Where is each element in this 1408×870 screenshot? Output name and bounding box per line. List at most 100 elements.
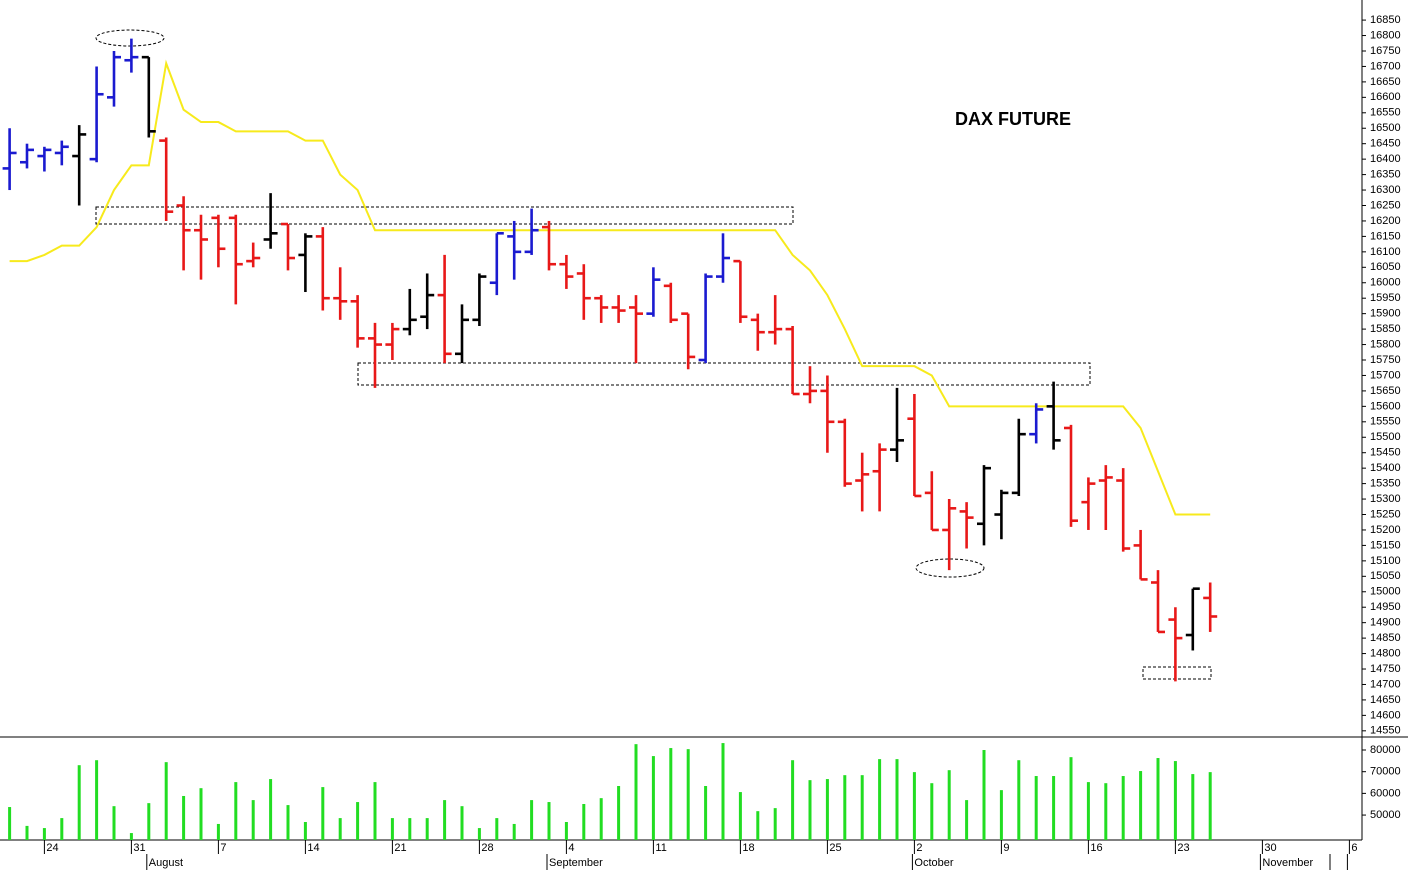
volume-bar — [791, 760, 795, 840]
y-tick-label: 16450 — [1370, 138, 1401, 150]
y-tick-label: 14800 — [1370, 647, 1401, 659]
volume-bar — [669, 748, 673, 840]
volume-bar — [947, 770, 951, 840]
volume-bar — [112, 806, 116, 840]
y-tick-label: 14600 — [1370, 709, 1401, 721]
volume-bar — [721, 743, 725, 840]
y-tick-label: 16000 — [1370, 277, 1401, 289]
volume-bar — [1069, 757, 1073, 840]
y-tick-label: 16600 — [1370, 91, 1401, 103]
volume-bar — [878, 759, 882, 840]
x-tick-label: 7 — [220, 842, 226, 854]
y-tick-label: 15550 — [1370, 416, 1401, 428]
y-tick-label: 16700 — [1370, 60, 1401, 72]
volume-bar — [825, 779, 829, 840]
volume-bar — [617, 786, 621, 840]
volume-bar — [756, 811, 760, 840]
volume-bar — [1121, 776, 1125, 840]
volume-bar — [599, 798, 603, 840]
annotation-ellipse — [95, 29, 165, 47]
volume-bar — [808, 780, 812, 840]
y-tick-label: 15100 — [1370, 555, 1401, 567]
y-tick-label: 15200 — [1370, 524, 1401, 536]
volume-bar — [651, 756, 655, 840]
volume-bar — [251, 800, 255, 840]
y-tick-label: 15600 — [1370, 400, 1401, 412]
volume-bar — [495, 818, 499, 840]
y-tick-label: 16300 — [1370, 184, 1401, 196]
volume-bar — [460, 806, 464, 840]
volume-bar — [477, 828, 481, 840]
y-tick-label: 15500 — [1370, 431, 1401, 443]
volume-bar — [42, 828, 46, 840]
x-tick-label: 16 — [1090, 842, 1102, 854]
volume-bar — [912, 772, 916, 840]
y-tick-label: 15050 — [1370, 570, 1401, 582]
volume-bar — [373, 782, 377, 840]
y2-tick-label: 70000 — [1370, 766, 1401, 778]
y-tick-label: 15000 — [1370, 586, 1401, 598]
volume-bar — [965, 800, 969, 840]
volume-bar — [408, 818, 412, 840]
volume-bar — [930, 783, 934, 840]
volume-bar — [982, 750, 986, 840]
volume-bar — [1139, 771, 1143, 840]
y-tick-label: 16100 — [1370, 246, 1401, 258]
y-tick-label: 16800 — [1370, 29, 1401, 41]
x-tick-label: 21 — [394, 842, 406, 854]
y-tick-label: 16250 — [1370, 199, 1401, 211]
volume-bar — [547, 802, 551, 840]
y2-tick-label: 60000 — [1370, 787, 1401, 799]
x-tick-label: 23 — [1177, 842, 1189, 854]
volume-bar — [634, 744, 638, 840]
annotation-box — [1142, 666, 1212, 680]
volume-bar — [512, 823, 516, 840]
y-tick-label: 15300 — [1370, 493, 1401, 505]
y-tick-label: 15750 — [1370, 354, 1401, 366]
y-tick-label: 15900 — [1370, 308, 1401, 320]
volume-bar — [1034, 776, 1038, 840]
x-tick-label: 18 — [742, 842, 754, 854]
volume-bar — [77, 765, 81, 840]
volume-bar — [356, 802, 360, 840]
volume-bar — [95, 760, 99, 840]
volume-bar — [321, 787, 325, 840]
y-tick-label: 14700 — [1370, 678, 1401, 690]
volume-bar — [443, 800, 447, 840]
overlay-line — [9, 59, 1211, 516]
volume-bar — [1104, 783, 1108, 840]
y-tick-label: 16500 — [1370, 122, 1401, 134]
y-tick-label: 14850 — [1370, 632, 1401, 644]
volume-bar — [530, 800, 534, 840]
y-tick-label: 14750 — [1370, 663, 1401, 675]
month-label: August — [149, 857, 183, 869]
volume-bar — [1052, 776, 1056, 840]
volume-bar — [269, 779, 273, 840]
x-tick-label: 6 — [1351, 842, 1357, 854]
x-tick-label: 31 — [133, 842, 145, 854]
volume-bar — [60, 818, 64, 840]
y-tick-label: 16400 — [1370, 153, 1401, 165]
volume-bar — [1208, 772, 1212, 840]
y-tick-label: 16050 — [1370, 261, 1401, 273]
y-tick-label: 16850 — [1370, 14, 1401, 26]
volume-bar — [425, 818, 429, 840]
x-tick-label: 11 — [655, 842, 666, 854]
y-tick-label: 15150 — [1370, 539, 1401, 551]
y-tick-label: 15450 — [1370, 447, 1401, 459]
volume-bar — [1017, 760, 1021, 840]
x-tick-label: 28 — [481, 842, 493, 854]
month-label: September — [549, 857, 603, 869]
volume-bar — [286, 805, 290, 840]
volume-bar — [303, 822, 307, 840]
volume-bar — [738, 792, 742, 840]
y2-tick-label: 80000 — [1370, 744, 1401, 756]
volume-bar — [686, 749, 690, 840]
y-tick-label: 14650 — [1370, 694, 1401, 706]
volume-bar — [582, 804, 586, 840]
volume-bar — [164, 762, 168, 840]
y-tick-label: 15250 — [1370, 508, 1401, 520]
y-tick-label: 16750 — [1370, 45, 1401, 57]
y-tick-label: 15850 — [1370, 323, 1401, 335]
